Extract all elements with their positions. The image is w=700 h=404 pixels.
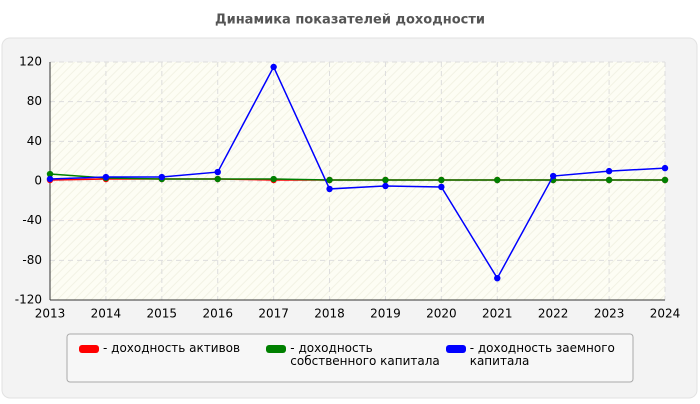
data-point [605, 176, 613, 184]
data-point [661, 164, 669, 172]
chart-title: Динамика показателей доходности [215, 13, 485, 28]
legend-box [66, 333, 634, 383]
data-point [494, 176, 501, 184]
y-tick-label: 120 [19, 55, 42, 69]
legend-swatch [445, 345, 466, 353]
data-point [661, 176, 669, 184]
data-point [214, 175, 221, 183]
data-point [382, 182, 389, 190]
data-point [326, 185, 333, 193]
data-point [214, 168, 221, 176]
legend-item: - доходность собственного капитала [266, 342, 445, 368]
legend-items: - доходность активов - доходность собстве… [67, 334, 633, 368]
data-point [270, 175, 277, 183]
x-tick-label: 2015 [147, 307, 178, 321]
legend-label: - доходность заемного капитала [469, 341, 615, 368]
data-point [382, 176, 389, 184]
y-tick-label: -120 [15, 293, 42, 307]
x-tick-label: 2016 [202, 307, 233, 321]
data-point [438, 183, 445, 191]
y-tick-label: -40 [22, 213, 42, 227]
series-line [49, 173, 665, 181]
data-point [438, 176, 445, 184]
x-tick-label: 2014 [91, 307, 122, 321]
data-point [270, 63, 277, 71]
y-tick-label: -80 [22, 253, 42, 267]
x-tick-label: 2019 [370, 307, 401, 321]
series-line [49, 65, 666, 280]
legend-item: - доходность заемного капитала [445, 341, 633, 368]
data-point [494, 274, 501, 282]
legend-swatch [266, 345, 287, 353]
data-point [158, 173, 166, 181]
x-tick-label: 2018 [314, 307, 345, 321]
x-tick-label: 2020 [426, 307, 457, 321]
legend-item: - доходность активов [79, 342, 266, 368]
data-point [46, 170, 54, 178]
data-point [102, 173, 110, 181]
x-tick-label: 2017 [258, 307, 289, 321]
x-tick-label: 2023 [594, 307, 625, 321]
y-tick-label: 0 [34, 174, 42, 188]
data-point [326, 176, 333, 184]
x-tick-label: 2021 [482, 307, 513, 321]
x-tick-label: 2024 [650, 307, 681, 321]
x-tick-label: 2013 [35, 307, 66, 321]
legend-swatch [79, 345, 99, 353]
data-point [46, 175, 54, 183]
x-tick-label: 2022 [538, 307, 569, 321]
data-point [605, 167, 613, 175]
y-tick-label: 40 [27, 134, 42, 148]
legend-label: - доходность активов [103, 341, 241, 355]
y-tick-label: 80 [27, 94, 42, 108]
legend-label: - доходность собственного капитала [290, 341, 440, 368]
data-point [549, 172, 557, 180]
legend: - доходность активов - доходность собстве… [67, 334, 633, 368]
